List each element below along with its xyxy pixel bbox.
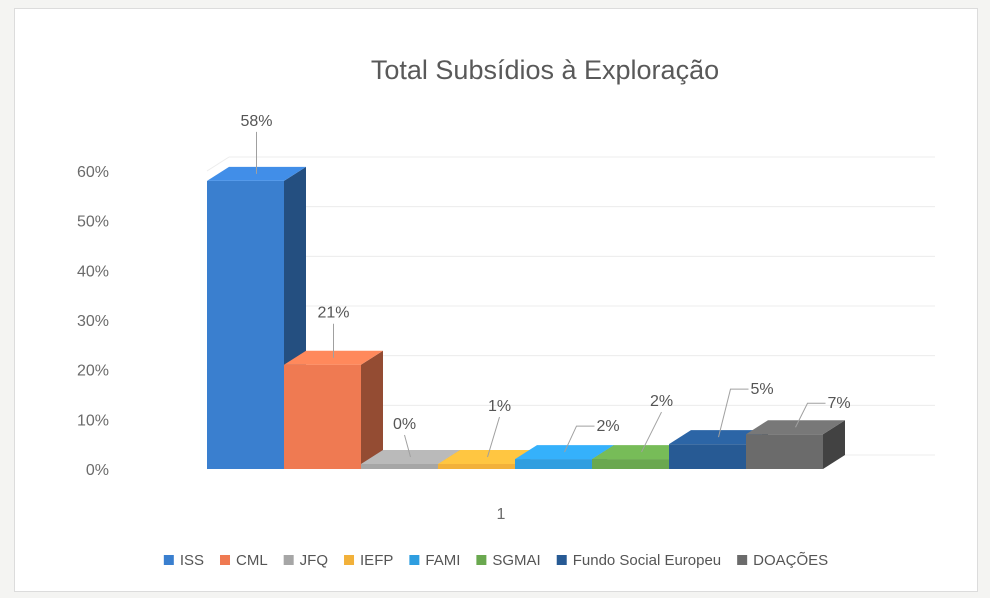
y-tick-label: 50% xyxy=(77,214,109,231)
data-label: 7% xyxy=(828,395,851,412)
legend-item: DOAÇÕES xyxy=(737,552,828,569)
bar-side xyxy=(361,350,383,469)
legend-label: Fundo Social Europeu xyxy=(573,552,721,569)
bar-front xyxy=(669,444,746,469)
label-leader xyxy=(487,416,500,458)
bar-front xyxy=(361,464,438,469)
legend-swatch xyxy=(737,555,748,565)
bar-front xyxy=(284,364,361,469)
data-label: 2% xyxy=(597,418,620,435)
legend-swatch xyxy=(283,555,294,565)
data-label: 58% xyxy=(240,113,272,130)
label-leader xyxy=(404,434,411,458)
legend: ISS CML JFQ IEFP FAMI SGMAI Fundo Social Europ… xyxy=(163,552,828,569)
legend-item: SGMAI xyxy=(476,552,541,569)
legend-label: FAMI xyxy=(425,552,460,569)
bar-front xyxy=(207,180,284,469)
gridline-side xyxy=(206,156,230,172)
y-tick-label: 60% xyxy=(77,164,109,181)
bar-doa-es xyxy=(746,420,845,469)
bar-front xyxy=(515,459,592,469)
data-labels: 58% 21% 0% 1% 2% 2% 5% 7% xyxy=(240,113,851,458)
y-tick-label: 20% xyxy=(77,363,109,380)
legend-swatch xyxy=(409,555,420,565)
legend-item: FAMI xyxy=(409,552,460,569)
y-tick-label: 0% xyxy=(86,462,109,479)
legend-item: JFQ xyxy=(283,552,328,569)
legend-swatch xyxy=(476,555,487,565)
y-tick-label: 40% xyxy=(77,263,109,280)
data-label: 0% xyxy=(393,416,416,433)
legend-label: JFQ xyxy=(300,552,328,569)
chart-frame: 0% 10% 20% 30% 40% 50% 60% 58% 21% 0% 1% 2% 2% 5% 7% … xyxy=(14,8,978,592)
data-label: 21% xyxy=(317,305,349,322)
legend-swatch xyxy=(163,555,174,565)
bar-front xyxy=(746,434,823,469)
bars xyxy=(207,166,845,469)
legend-item: Fundo Social Europeu xyxy=(556,552,721,569)
legend-item: IEFP xyxy=(344,552,393,569)
bar-chart: 0%10%20%30%40%50%60% 58%21%0%1%2%2%5%7% … xyxy=(77,55,935,569)
y-tick-label: 10% xyxy=(77,412,109,429)
data-label: 1% xyxy=(488,398,511,415)
legend-swatch xyxy=(556,555,567,565)
data-label: 2% xyxy=(650,393,673,410)
legend-label: DOAÇÕES xyxy=(753,552,828,569)
legend-swatch xyxy=(344,555,355,565)
bar-cml xyxy=(284,350,383,469)
legend-label: ISS xyxy=(180,552,204,569)
bar-front xyxy=(438,464,515,469)
label-leader xyxy=(718,388,749,438)
legend-item: CML xyxy=(220,552,268,569)
bar-side xyxy=(823,420,845,469)
legend-swatch xyxy=(220,555,231,565)
legend-label: IEFP xyxy=(360,552,393,569)
chart-title: Total Subsídios à Exploração xyxy=(371,55,719,85)
label-leader xyxy=(795,402,826,428)
label-leader xyxy=(641,411,662,453)
y-tick-label: 30% xyxy=(77,313,109,330)
data-label: 5% xyxy=(751,381,774,398)
x-category-label: 1 xyxy=(497,506,506,523)
legend-label: SGMAI xyxy=(492,552,540,569)
legend-item: ISS xyxy=(163,552,204,569)
y-axis: 0% 10% 20% 30% 40% 50% 60% xyxy=(77,164,109,479)
bar-front xyxy=(592,459,669,469)
legend-label: CML xyxy=(236,552,268,569)
label-leader xyxy=(564,425,595,453)
